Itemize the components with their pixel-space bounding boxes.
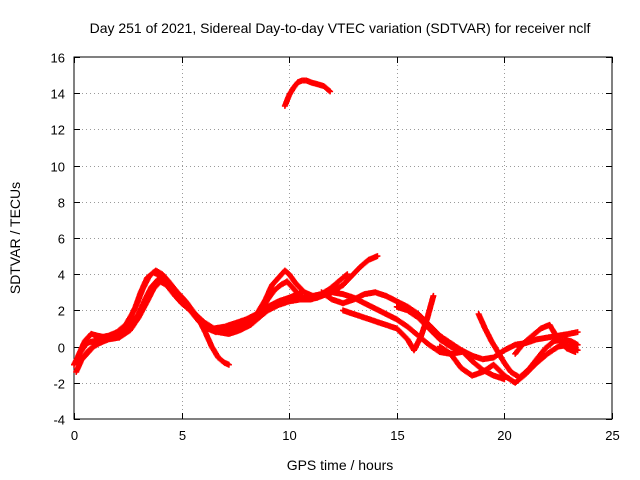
chart-title: Day 251 of 2021, Sidereal Day-to-day VTE… <box>90 20 591 36</box>
y-tick-label: 4 <box>58 268 65 283</box>
x-tick-label: 10 <box>282 428 296 443</box>
y-tick-label: 6 <box>58 232 65 247</box>
x-tick-label: 5 <box>179 428 186 443</box>
y-tick-label: -2 <box>53 377 65 392</box>
y-tick-label: -4 <box>53 413 65 428</box>
y-tick-label: 14 <box>51 87 65 102</box>
y-tick-label: 10 <box>51 160 65 175</box>
x-tick-label: 20 <box>497 428 511 443</box>
y-tick-label: 2 <box>58 304 65 319</box>
x-tick-label: 25 <box>605 428 619 443</box>
x-tick-label: 0 <box>71 428 78 443</box>
axis-ticks: 0 5 10 15 20 25 -4 -2 0 2 4 6 8 10 12 14 16 <box>51 51 620 444</box>
x-axis-label: GPS time / hours <box>287 457 394 473</box>
y-tick-label: 8 <box>58 196 65 211</box>
x-tick-label: 15 <box>390 428 404 443</box>
data-points <box>71 77 581 386</box>
y-axis-label: SDTVAR / TECUs <box>7 182 23 294</box>
data-track-markers <box>71 77 580 385</box>
y-tick-label: 12 <box>51 123 65 138</box>
y-tick-label: 16 <box>51 51 65 66</box>
y-tick-label: 0 <box>58 341 65 356</box>
